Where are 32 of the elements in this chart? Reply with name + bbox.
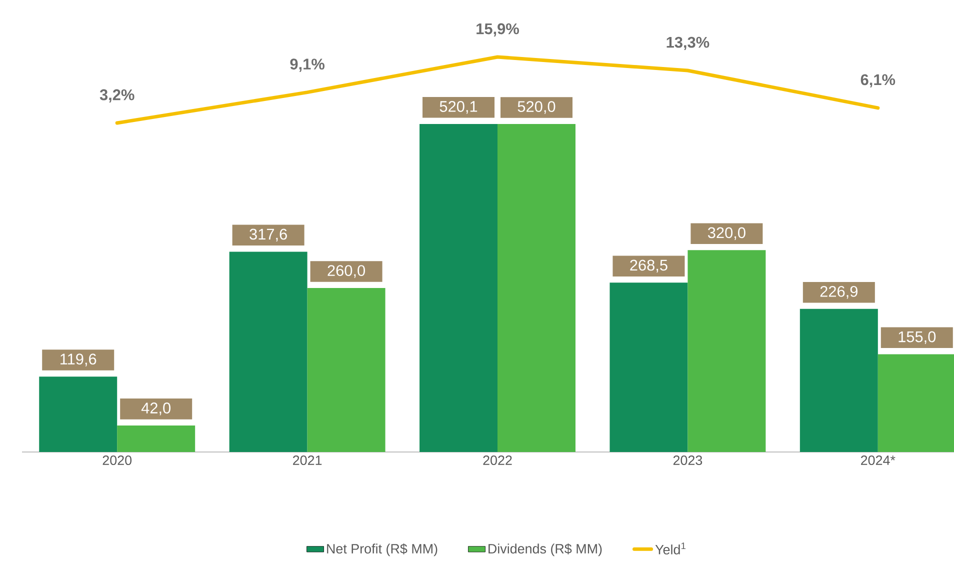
data-label: 42,0 (141, 402, 171, 416)
legend-label: Dividends (R$ MM) (488, 543, 602, 556)
x-tick-label: 2021 (293, 456, 322, 466)
legend-label: Net Profit (R$ MM) (327, 543, 438, 556)
data-label: 226,9 (820, 286, 858, 299)
bar (39, 376, 118, 452)
data-label: 6,1% (860, 74, 896, 88)
data-label: 260,0 (328, 265, 366, 278)
bar (688, 250, 766, 452)
data-label: 119,6 (60, 354, 96, 366)
data-label: 317,6 (250, 228, 287, 242)
bar (610, 282, 688, 452)
data-label: 520,1 (440, 101, 478, 114)
data-label: 15,9% (476, 23, 519, 36)
data-label: 9,1% (290, 58, 324, 72)
data-label: 155,0 (898, 331, 936, 344)
data-label: 3,2% (100, 89, 134, 102)
x-tick-label: 2023 (673, 456, 702, 466)
bar (800, 308, 878, 452)
data-label: 268,5 (630, 260, 668, 272)
legend-label: Yeld$^{1}$ (655, 542, 686, 554)
bar (307, 288, 386, 452)
data-label: 520,0 (518, 101, 556, 114)
bar (229, 252, 308, 452)
x-tick-label: 2024* (861, 456, 896, 466)
bar (117, 426, 196, 452)
data-label: 320,0 (708, 227, 746, 240)
data-label: 13,3% (666, 36, 710, 50)
bar (498, 124, 576, 452)
x-tick-label: 2020 (102, 456, 132, 466)
bar (420, 124, 498, 452)
x-tick-label: 2022 (483, 456, 512, 466)
